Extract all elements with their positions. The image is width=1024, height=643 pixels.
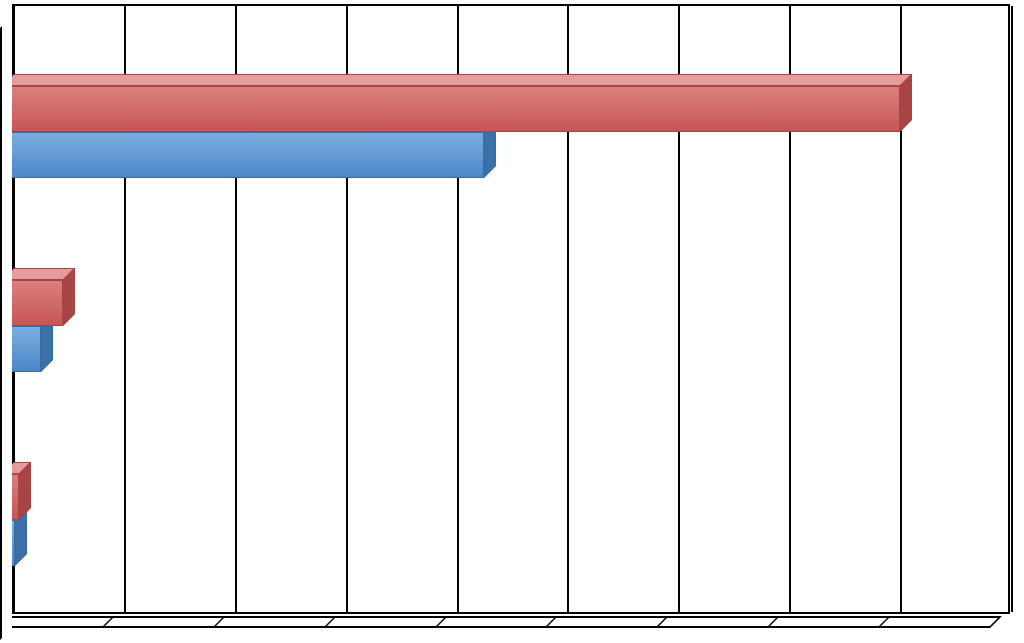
- floor-grid-tick: [544, 618, 556, 628]
- floor-grid-tick: [655, 618, 667, 628]
- floor-grid-tick: [101, 618, 113, 628]
- bar-right-face: [900, 74, 912, 132]
- plot-back-wall: [12, 4, 1010, 614]
- floor-grid-tick: [877, 618, 889, 628]
- bar-right-face: [63, 268, 75, 326]
- bar-series-red: [2, 86, 900, 132]
- bar-series-blue: [2, 132, 484, 178]
- floor-grid-tick: [988, 618, 1000, 628]
- bar-right-face: [19, 462, 31, 520]
- grid-line: [1011, 6, 1013, 612]
- plot-floor: [0, 616, 1002, 628]
- bar-front: [2, 86, 900, 132]
- plot-side-wall: [0, 16, 12, 640]
- floor-grid-tick: [766, 618, 778, 628]
- floor-grid-tick: [212, 618, 224, 628]
- floor-grid-tick: [434, 618, 446, 628]
- bar-front: [2, 132, 484, 178]
- bar-top-face: [2, 74, 912, 86]
- floor-grid-tick: [323, 618, 335, 628]
